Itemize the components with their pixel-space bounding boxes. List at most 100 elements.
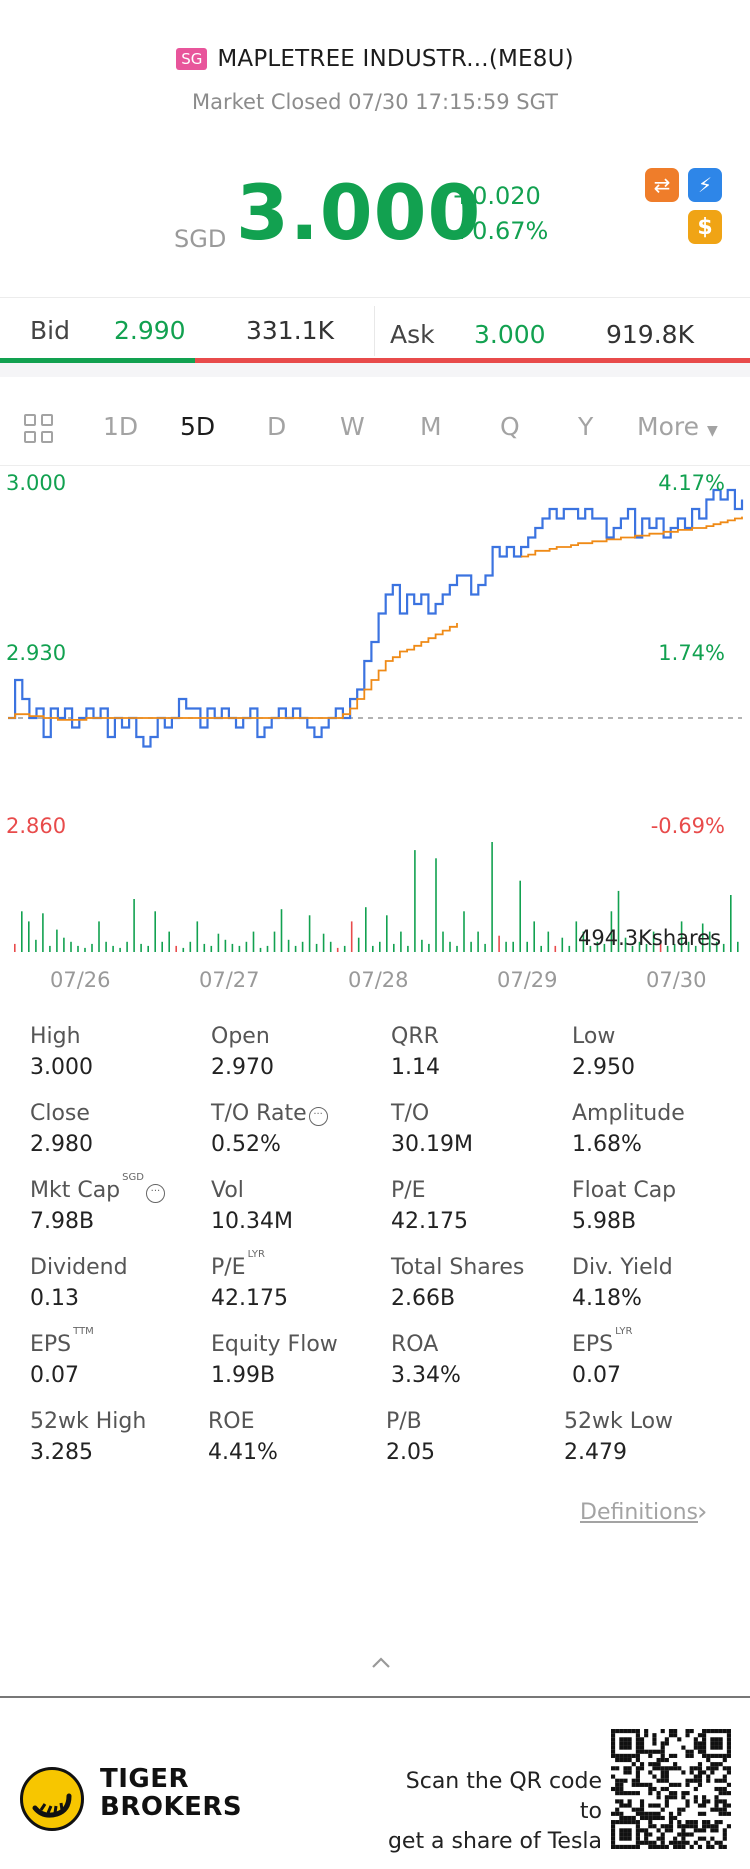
volume-bar: [442, 931, 444, 952]
volume-bar: [526, 941, 528, 952]
volume-bar: [505, 941, 507, 952]
period-tabs: 1D 5D D W M Q Y More ▼: [0, 400, 750, 466]
tab-m[interactable]: M: [420, 412, 442, 441]
volume-bar: [294, 945, 297, 952]
volume-bar: [259, 947, 262, 952]
ask-label: Ask: [390, 320, 435, 349]
volume-bar: [575, 921, 578, 952]
volume-bar: [210, 945, 213, 952]
volume-bar: [694, 945, 697, 952]
stat-high: High 3.000: [30, 1024, 93, 1080]
volume-bar: [287, 939, 290, 952]
volume-bar: [161, 941, 163, 952]
volume-bar: [379, 941, 381, 952]
volume-bar: [168, 931, 170, 952]
bid-ratio-bar: [0, 358, 195, 363]
volume-label: 494.3Kshares: [578, 926, 722, 950]
brand-name: TIGER BROKERS: [100, 1764, 243, 1822]
bid-label: Bid: [30, 316, 70, 345]
volume-bar: [400, 931, 402, 952]
y-label-top-right: 4.17%: [658, 471, 725, 495]
stat-mkt-cap[interactable]: Mkt CapSGD··· 7.98B: [30, 1172, 165, 1234]
volume-bar: [491, 842, 493, 952]
volume-bar: [512, 941, 514, 952]
volume-bar: [722, 943, 725, 952]
chevron-right-icon[interactable]: ›: [697, 1497, 708, 1527]
stat-pe: P/E 42.175: [391, 1178, 468, 1234]
volume-bar: [273, 931, 276, 952]
volume-bar: [21, 911, 23, 952]
stat-float-cap: Float Cap 5.98B: [572, 1178, 677, 1234]
volume-bar: [301, 941, 304, 952]
volume-bar: [308, 915, 311, 952]
volume-bar: [357, 937, 360, 952]
qr-code-icon: [611, 1729, 731, 1849]
market-badge: SG: [176, 48, 208, 70]
ask-price: 3.000: [474, 320, 546, 349]
volume-bar: [119, 947, 121, 952]
info-icon[interactable]: ···: [308, 1107, 328, 1126]
bid-ask-bar: Bid 2.990 331.1K Ask 3.000 919.8K: [0, 297, 750, 361]
volume-bar: [105, 941, 107, 952]
stat-roe: ROE 4.41%: [208, 1409, 278, 1465]
currency-label: SGD: [174, 225, 227, 253]
y-label-mid-left: 2.930: [6, 641, 67, 665]
price-chart[interactable]: 3.000 2.930 2.860 4.17% 1.74% -0.69% 494…: [0, 466, 750, 1002]
volume-bar: [154, 911, 156, 952]
title-row: SG MAPLETREE INDUSTR...(ME8U): [0, 46, 750, 72]
volume-bar: [498, 935, 500, 952]
volume-bar: [35, 939, 37, 952]
tab-q[interactable]: Q: [500, 412, 520, 441]
stat-div-yield: Div. Yield 4.18%: [572, 1255, 673, 1311]
stat-52wk-high: 52wk High 3.285: [30, 1409, 147, 1465]
caret-down-icon: ▼: [706, 423, 718, 439]
volume-bar: [421, 939, 423, 952]
volume-bar: [554, 945, 557, 952]
grid-icon[interactable]: [24, 414, 56, 446]
qr-caption: Scan the QR code to get a share of Tesla: [387, 1769, 602, 1854]
dollar-icon[interactable]: $: [688, 210, 722, 244]
volume-bar: [189, 941, 192, 952]
volume-bar: [140, 943, 142, 952]
volume-bar: [589, 945, 592, 952]
footer-banner: TIGER BROKERS Scan the QR code to get a …: [0, 1711, 750, 1869]
volume-bar: [112, 945, 114, 952]
volume-bar: [252, 931, 255, 952]
stat-total-shares: Total Shares 2.66B: [391, 1255, 525, 1311]
lightning-icon[interactable]: ⚡: [688, 168, 722, 202]
footer-divider: [0, 1696, 750, 1698]
volume-bar: [84, 947, 86, 952]
stat-pb: P/B 2.05: [386, 1409, 435, 1465]
volume-bar: [533, 921, 535, 952]
price-line-series: [8, 488, 744, 748]
volume-bar: [687, 941, 690, 952]
tab-w[interactable]: W: [340, 412, 365, 441]
average-line-series: [8, 516, 743, 721]
x-label-1: 07/27: [199, 968, 260, 992]
volume-bar: [98, 921, 100, 952]
volume-bar: [365, 907, 367, 952]
bid-size: 331.1K: [246, 316, 334, 345]
stat-low: Low 2.950: [572, 1024, 635, 1080]
tab-1d[interactable]: 1D: [103, 412, 139, 441]
definitions-link[interactable]: Definitions: [580, 1500, 698, 1525]
volume-bar: [484, 943, 486, 952]
tab-more[interactable]: More ▼: [637, 412, 718, 441]
info-icon[interactable]: ···: [145, 1184, 165, 1203]
stock-title[interactable]: MAPLETREE INDUSTR...(ME8U): [217, 46, 574, 72]
tab-d[interactable]: D: [267, 412, 287, 441]
price-change-percent: +0.67%: [452, 217, 549, 245]
y-label-mid-right: 1.74%: [658, 641, 725, 665]
stat-to-rate[interactable]: T/O Rate ··· 0.52%: [211, 1101, 328, 1157]
volume-bar: [182, 947, 185, 952]
volume-bar: [231, 943, 234, 952]
volume-bar: [224, 939, 227, 952]
chevron-up-icon[interactable]: [370, 1652, 392, 1674]
volume-bar: [175, 945, 177, 952]
stat-turnover: T/O 30.19M: [391, 1101, 473, 1157]
volume-bar: [470, 941, 472, 952]
tab-5d[interactable]: 5D: [180, 412, 216, 441]
exchange-icon[interactable]: ⇄: [645, 168, 679, 202]
volume-bar: [547, 931, 550, 952]
tab-y[interactable]: Y: [578, 412, 594, 441]
